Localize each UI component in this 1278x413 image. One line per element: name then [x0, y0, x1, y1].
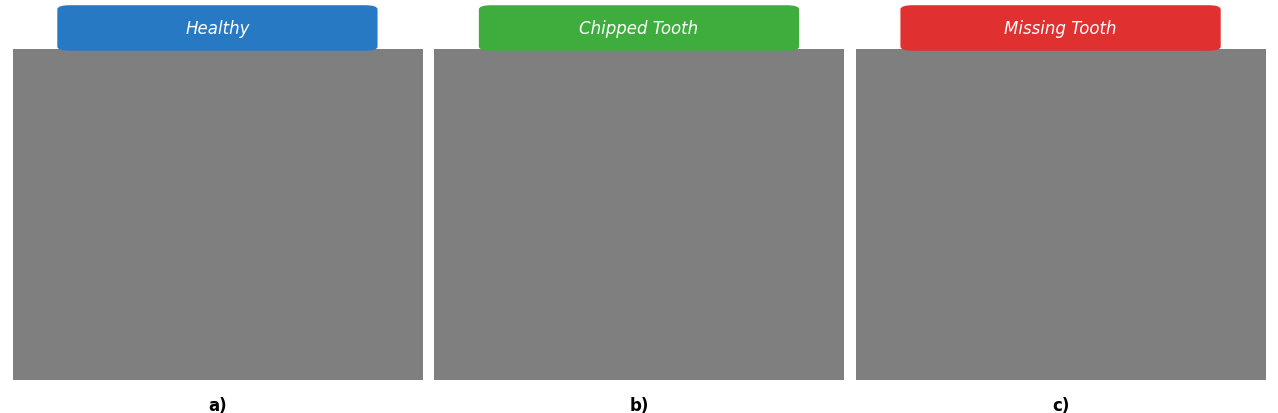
- Text: b): b): [629, 396, 649, 413]
- Text: Chipped Tooth: Chipped Tooth: [579, 20, 699, 38]
- Text: a): a): [208, 396, 226, 413]
- Text: c): c): [1052, 396, 1070, 413]
- Text: Healthy: Healthy: [185, 20, 249, 38]
- Text: Missing Tooth: Missing Tooth: [1005, 20, 1117, 38]
